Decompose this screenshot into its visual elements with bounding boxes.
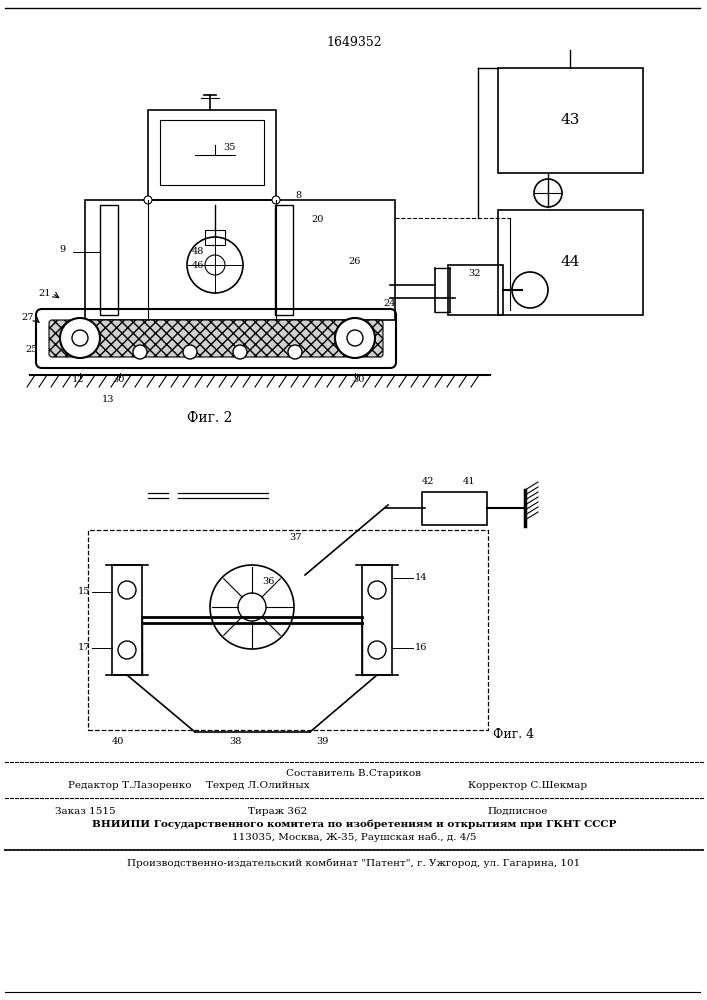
Circle shape <box>288 345 302 359</box>
Circle shape <box>233 345 247 359</box>
Text: 41: 41 <box>463 477 476 486</box>
Text: 14: 14 <box>415 574 428 582</box>
Text: 15: 15 <box>78 587 90 596</box>
Text: 25: 25 <box>26 346 38 355</box>
Bar <box>275 205 293 315</box>
Bar <box>88 530 488 730</box>
Bar <box>205 230 225 245</box>
Bar <box>100 205 118 315</box>
Text: Заказ 1515: Заказ 1515 <box>55 806 116 816</box>
Text: 13: 13 <box>102 395 115 404</box>
Text: 27: 27 <box>22 314 34 322</box>
Bar <box>448 265 503 315</box>
Text: Составитель В.Стариков: Составитель В.Стариков <box>286 768 421 778</box>
Circle shape <box>60 318 100 358</box>
Circle shape <box>512 272 548 308</box>
Text: 44: 44 <box>560 255 580 269</box>
Text: Подписное: Подписное <box>488 806 548 816</box>
Text: 30: 30 <box>352 375 364 384</box>
Text: 30: 30 <box>112 375 124 384</box>
Text: 21: 21 <box>39 288 51 298</box>
Text: 17: 17 <box>78 644 90 652</box>
Text: 37: 37 <box>288 534 301 542</box>
Text: Редактор Т.Лазоренко: Редактор Т.Лазоренко <box>68 782 192 790</box>
Text: Производственно-издательский комбинат "Патент", г. Ужгород, ул. Гагарина, 101: Производственно-издательский комбинат "П… <box>127 858 580 868</box>
Text: ВНИИПИ Государственного комитета по изобретениям и открытиям при ГКНТ СССР: ВНИИПИ Государственного комитета по изоб… <box>92 819 617 829</box>
Bar <box>148 110 276 200</box>
Text: Корректор С.Шекмар: Корректор С.Шекмар <box>469 782 588 790</box>
Text: 113035, Москва, Ж-35, Раушская наб., д. 4/5: 113035, Москва, Ж-35, Раушская наб., д. … <box>232 832 477 842</box>
FancyBboxPatch shape <box>49 320 383 357</box>
Text: 12: 12 <box>71 375 84 384</box>
Text: 24: 24 <box>384 298 396 308</box>
Text: 8: 8 <box>295 190 301 200</box>
Text: Тираж 362: Тираж 362 <box>248 806 308 816</box>
Circle shape <box>144 196 152 204</box>
Bar <box>498 68 643 173</box>
Text: 38: 38 <box>229 738 241 746</box>
Circle shape <box>133 345 147 359</box>
Bar <box>160 120 264 185</box>
Text: 26: 26 <box>349 257 361 266</box>
Bar <box>112 565 142 675</box>
Text: 43: 43 <box>561 113 580 127</box>
Text: 9: 9 <box>59 245 65 254</box>
Text: 39: 39 <box>316 738 328 746</box>
Text: 36: 36 <box>262 578 274 586</box>
Text: 35: 35 <box>223 143 235 152</box>
Text: Техред Л.Олийных: Техред Л.Олийных <box>206 782 310 790</box>
Circle shape <box>335 318 375 358</box>
Bar <box>422 492 487 525</box>
Text: 42: 42 <box>422 477 435 486</box>
Text: Фиг. 4: Фиг. 4 <box>493 728 534 742</box>
Circle shape <box>272 196 280 204</box>
Bar <box>85 200 395 320</box>
Bar <box>498 210 643 315</box>
Circle shape <box>183 345 197 359</box>
Text: 48: 48 <box>192 247 204 256</box>
Circle shape <box>534 179 562 207</box>
Bar <box>362 565 392 675</box>
Text: 20: 20 <box>312 216 325 225</box>
Text: 16: 16 <box>415 644 427 652</box>
Text: 40: 40 <box>112 738 124 746</box>
Text: Фиг. 2: Фиг. 2 <box>187 411 233 425</box>
Text: 1649352: 1649352 <box>326 35 382 48</box>
Text: 46: 46 <box>192 260 204 269</box>
Text: 32: 32 <box>468 269 481 278</box>
